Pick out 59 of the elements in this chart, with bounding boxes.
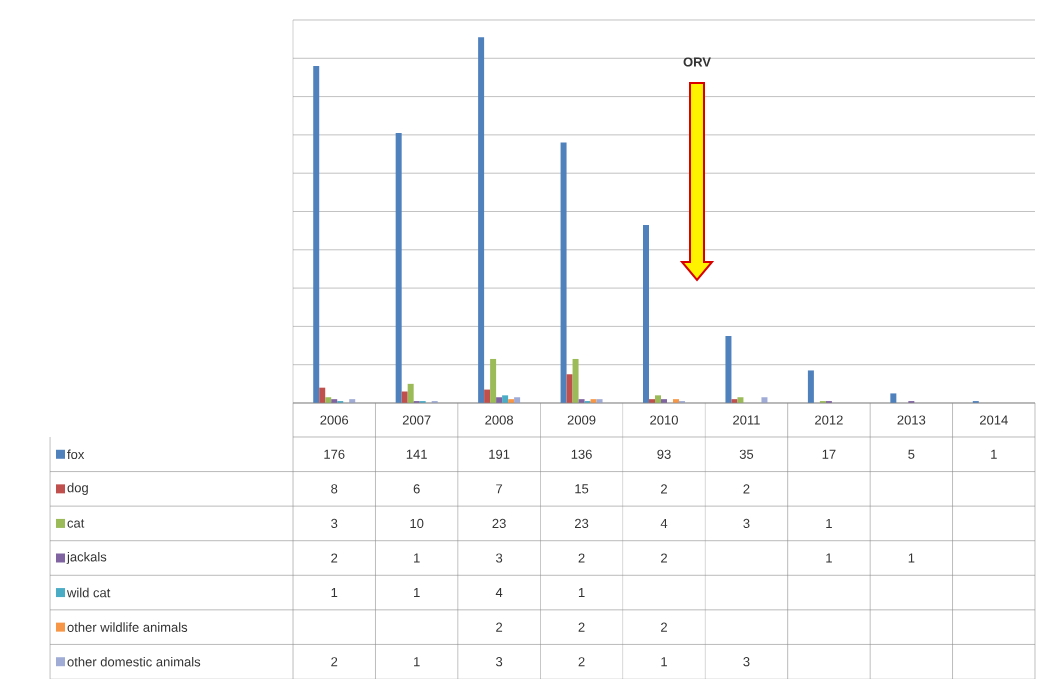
data-label: 4 (495, 587, 503, 597)
legend-label: jackals (66, 551, 107, 564)
data-label: 2 (661, 484, 667, 494)
data-label: 2 (661, 622, 667, 632)
data-label: 176 (324, 449, 345, 459)
x-tick-label: 2013 (897, 415, 926, 425)
data-label: 15 (575, 484, 589, 494)
data-label: 3 (743, 656, 750, 667)
legend-label: wild cat (66, 587, 111, 598)
data-label: 136 (571, 449, 592, 459)
data-label: 1 (826, 553, 832, 563)
legend-label: fox (67, 449, 85, 459)
data-label: 17 (822, 449, 836, 459)
data-label: 3 (743, 518, 750, 528)
data-label: 3 (496, 553, 503, 563)
legend-label: cat (67, 519, 85, 528)
data-label: 1 (414, 587, 420, 597)
data-label: 2 (578, 657, 585, 667)
data-label: 4 (660, 518, 668, 528)
x-tick-label: 2012 (815, 415, 843, 425)
x-tick-label: 2007 (402, 415, 431, 425)
data-label: 2 (578, 553, 585, 563)
data-label: 23 (492, 518, 506, 528)
x-tick-label: 2006 (320, 415, 349, 425)
data-label: 1 (414, 657, 420, 667)
data-label: 2 (578, 622, 585, 632)
data-label: 1 (908, 553, 915, 563)
data-label: 10 (410, 518, 424, 528)
x-tick-label: 2010 (650, 415, 678, 425)
data-label: 1 (578, 587, 585, 597)
x-tick-label: 2011 (733, 415, 760, 425)
data-label: 1 (991, 449, 997, 459)
data-label: 5 (908, 449, 915, 459)
data-label: 2 (331, 657, 338, 667)
data-label: 191 (489, 449, 510, 459)
x-tick-label: 2014 (979, 415, 1008, 425)
data-label: 6 (413, 484, 420, 494)
x-tick-label: 2008 (485, 415, 514, 425)
data-label: 1 (661, 657, 667, 667)
x-tick-label: 2009 (567, 415, 596, 425)
data-label: 2 (661, 553, 667, 563)
data-label: 3 (496, 656, 503, 667)
data-label: 7 (496, 484, 503, 494)
data-label: 141 (406, 449, 427, 459)
data-label: 93 (657, 449, 671, 459)
legend-label: other wildlife animals (67, 622, 188, 632)
data-label: 1 (331, 587, 338, 597)
data-label: 3 (331, 518, 338, 528)
data-label: 35 (739, 449, 754, 459)
data-label: 1 (826, 518, 832, 528)
data-label: 2 (331, 553, 338, 563)
data-label: 8 (331, 484, 338, 494)
legend-label: dog (67, 482, 88, 495)
data-label: 23 (574, 518, 589, 528)
data-label: 2 (496, 622, 503, 632)
data-label: 2 (743, 484, 750, 494)
data-label: 1 (414, 553, 420, 563)
legend-label: other domestic animals (67, 656, 201, 667)
annotation: ORV (683, 57, 711, 67)
